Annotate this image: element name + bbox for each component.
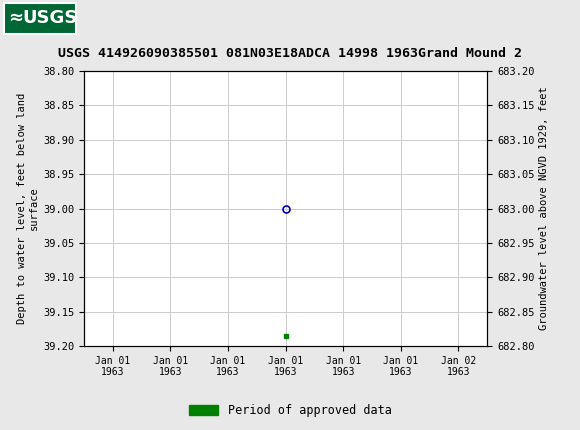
- Text: USGS 414926090385501 081N03E18ADCA 14998 1963Grand Mound 2: USGS 414926090385501 081N03E18ADCA 14998…: [58, 47, 522, 60]
- Text: ≈: ≈: [8, 9, 23, 27]
- Text: USGS: USGS: [22, 9, 77, 27]
- Y-axis label: Groundwater level above NGVD 1929, feet: Groundwater level above NGVD 1929, feet: [539, 87, 549, 330]
- Y-axis label: Depth to water level, feet below land
surface: Depth to water level, feet below land su…: [17, 93, 39, 324]
- Legend: Period of approved data: Period of approved data: [184, 399, 396, 422]
- Bar: [4, 3, 76, 34]
